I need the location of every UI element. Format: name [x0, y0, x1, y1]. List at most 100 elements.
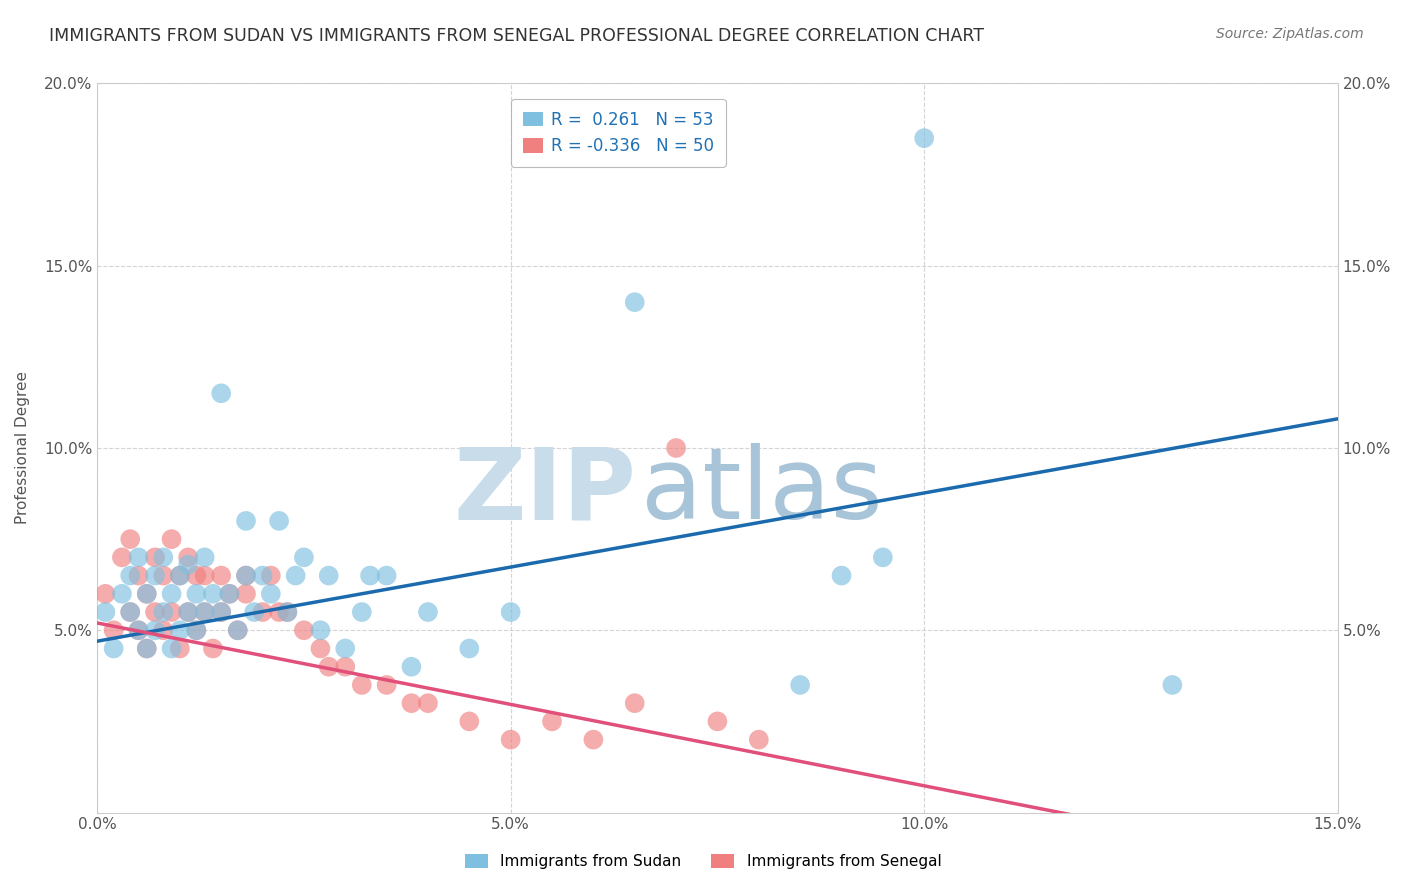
Point	[152, 624, 174, 638]
Point	[194, 568, 217, 582]
Point	[318, 659, 340, 673]
Point	[169, 624, 191, 638]
Point	[276, 605, 298, 619]
Point	[152, 605, 174, 619]
Point	[111, 587, 134, 601]
Point	[135, 641, 157, 656]
Point	[143, 624, 166, 638]
Point	[152, 568, 174, 582]
Point	[748, 732, 770, 747]
Point	[120, 605, 142, 619]
Point	[458, 641, 481, 656]
Point	[111, 550, 134, 565]
Point	[243, 605, 266, 619]
Point	[226, 624, 249, 638]
Point	[267, 514, 290, 528]
Point	[582, 732, 605, 747]
Point	[177, 605, 200, 619]
Point	[260, 587, 283, 601]
Point	[318, 568, 340, 582]
Point	[401, 659, 423, 673]
Text: ZIP: ZIP	[454, 443, 637, 541]
Point	[252, 605, 274, 619]
Point	[335, 659, 357, 673]
Point	[350, 605, 373, 619]
Point	[218, 587, 240, 601]
Y-axis label: Professional Degree: Professional Degree	[15, 371, 30, 524]
Point	[260, 568, 283, 582]
Point	[623, 696, 645, 710]
Point	[284, 568, 307, 582]
Point	[401, 696, 423, 710]
Point	[94, 587, 117, 601]
Point	[169, 568, 191, 582]
Point	[160, 641, 183, 656]
Point	[309, 624, 332, 638]
Point	[120, 605, 142, 619]
Point	[127, 624, 149, 638]
Point	[127, 550, 149, 565]
Point	[292, 624, 315, 638]
Point	[276, 605, 298, 619]
Point	[416, 696, 439, 710]
Point	[1161, 678, 1184, 692]
Point	[350, 678, 373, 692]
Point	[218, 587, 240, 601]
Point	[94, 605, 117, 619]
Point	[135, 641, 157, 656]
Point	[120, 568, 142, 582]
Point	[872, 550, 894, 565]
Point	[252, 568, 274, 582]
Point	[706, 714, 728, 729]
Point	[201, 587, 224, 601]
Point	[375, 568, 398, 582]
Point	[143, 605, 166, 619]
Point	[623, 295, 645, 310]
Point	[143, 550, 166, 565]
Point	[235, 568, 257, 582]
Point	[127, 624, 149, 638]
Point	[235, 514, 257, 528]
Text: IMMIGRANTS FROM SUDAN VS IMMIGRANTS FROM SENEGAL PROFESSIONAL DEGREE CORRELATION: IMMIGRANTS FROM SUDAN VS IMMIGRANTS FROM…	[49, 27, 984, 45]
Point	[235, 587, 257, 601]
Point	[209, 568, 232, 582]
Point	[194, 605, 217, 619]
Legend: R =  0.261   N = 53, R = -0.336   N = 50: R = 0.261 N = 53, R = -0.336 N = 50	[510, 99, 725, 167]
Point	[209, 605, 232, 619]
Point	[499, 605, 522, 619]
Point	[160, 605, 183, 619]
Point	[177, 558, 200, 572]
Point	[209, 605, 232, 619]
Point	[143, 568, 166, 582]
Point	[160, 532, 183, 546]
Point	[160, 587, 183, 601]
Point	[201, 641, 224, 656]
Point	[186, 624, 208, 638]
Point	[186, 568, 208, 582]
Point	[103, 641, 125, 656]
Point	[235, 568, 257, 582]
Text: atlas: atlas	[641, 443, 882, 541]
Point	[499, 732, 522, 747]
Point	[267, 605, 290, 619]
Point	[177, 605, 200, 619]
Point	[209, 386, 232, 401]
Point	[152, 550, 174, 565]
Point	[177, 550, 200, 565]
Point	[541, 714, 564, 729]
Point	[135, 587, 157, 601]
Point	[226, 624, 249, 638]
Point	[127, 568, 149, 582]
Point	[135, 587, 157, 601]
Point	[375, 678, 398, 692]
Point	[169, 641, 191, 656]
Point	[186, 587, 208, 601]
Point	[169, 568, 191, 582]
Point	[292, 550, 315, 565]
Point	[103, 624, 125, 638]
Point	[458, 714, 481, 729]
Point	[194, 550, 217, 565]
Point	[912, 131, 935, 145]
Point	[335, 641, 357, 656]
Point	[120, 532, 142, 546]
